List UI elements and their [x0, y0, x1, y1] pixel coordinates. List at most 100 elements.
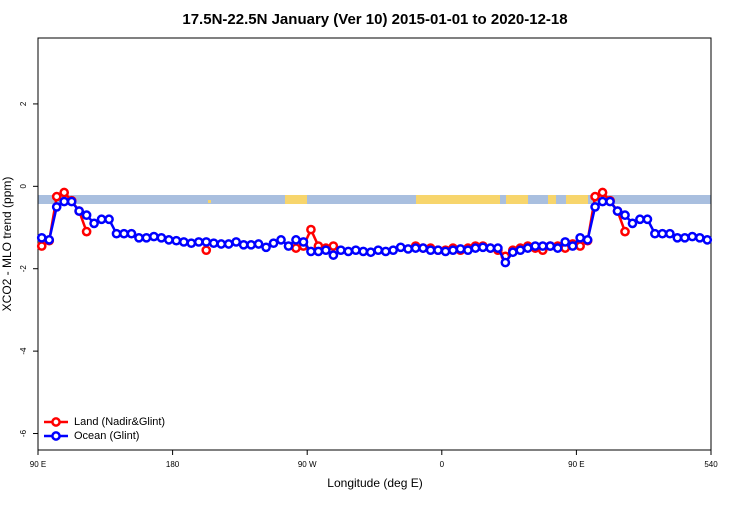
- point: [373, 245, 384, 256]
- point: [156, 232, 167, 243]
- point: [223, 239, 234, 249]
- point: [635, 214, 645, 225]
- point: [164, 235, 174, 245]
- y-tick-label: -2: [19, 265, 28, 273]
- x-tick-label: 180: [166, 460, 180, 469]
- point: [590, 202, 600, 212]
- point: [36, 241, 47, 251]
- point: [306, 224, 316, 235]
- point: [201, 237, 212, 247]
- point: [642, 214, 653, 225]
- y-tick-label: 2: [19, 101, 28, 106]
- point: [336, 245, 346, 256]
- point: [560, 237, 571, 247]
- point: [193, 237, 204, 247]
- point: [567, 241, 578, 251]
- y-tick-label: -6: [19, 429, 28, 437]
- point: [507, 247, 518, 258]
- point: [582, 235, 593, 245]
- point: [186, 238, 197, 249]
- point: [380, 246, 391, 257]
- y-axis-label: XCO2 - MLO trend (ppm): [0, 177, 14, 312]
- point: [522, 243, 533, 253]
- point: [81, 226, 92, 237]
- point: [687, 231, 698, 242]
- point: [141, 232, 152, 243]
- chart-title: 17.5N-22.5N January (Ver 10) 2015-01-01 …: [182, 11, 567, 28]
- point: [238, 239, 249, 250]
- point: [650, 228, 660, 239]
- point: [283, 241, 294, 251]
- point: [298, 237, 309, 247]
- point: [268, 238, 279, 249]
- point: [433, 245, 443, 256]
- point: [96, 214, 107, 225]
- point: [425, 245, 436, 256]
- y-tick-label: 0: [19, 184, 28, 189]
- point: [493, 243, 503, 253]
- point: [537, 241, 548, 251]
- point: [328, 250, 339, 260]
- point: [291, 235, 301, 245]
- point: [171, 235, 182, 246]
- point: [358, 246, 369, 257]
- point: [612, 206, 623, 216]
- point: [291, 243, 301, 253]
- point: [448, 245, 458, 256]
- point: [253, 239, 264, 249]
- legend-label: Ocean (Glint): [74, 430, 139, 442]
- point: [403, 244, 413, 254]
- point: [59, 196, 70, 207]
- legend-label: Land (Nadir&Glint): [74, 416, 165, 428]
- point: [126, 228, 137, 239]
- legend-marker: [51, 417, 61, 427]
- point: [575, 241, 585, 251]
- x-tick-label: 90 E: [568, 460, 584, 469]
- x-tick-label: 90 E: [30, 460, 46, 469]
- point: [208, 238, 219, 249]
- point: [104, 214, 114, 225]
- point: [485, 243, 496, 253]
- point: [74, 206, 84, 216]
- point: [365, 247, 376, 258]
- point: [500, 257, 511, 268]
- point: [36, 232, 47, 243]
- point: [343, 246, 354, 257]
- point: [59, 187, 70, 198]
- x-tick-label: 0: [440, 460, 445, 469]
- x-tick-label: 540: [704, 460, 718, 469]
- point: [620, 210, 630, 221]
- point: [597, 187, 608, 198]
- point: [418, 243, 428, 253]
- point: [350, 245, 361, 256]
- point: [597, 196, 608, 207]
- point: [694, 232, 705, 243]
- point: [111, 228, 122, 239]
- point: [590, 191, 600, 202]
- point: [665, 228, 675, 239]
- point: [679, 232, 690, 243]
- point: [201, 245, 212, 256]
- plot-frame: [37, 37, 712, 451]
- point: [276, 235, 286, 245]
- point: [410, 243, 421, 253]
- land-mask: [38, 195, 711, 204]
- point: [261, 242, 271, 253]
- point: [605, 196, 615, 207]
- point: [328, 241, 339, 251]
- point: [44, 235, 55, 245]
- point: [89, 218, 99, 229]
- point: [306, 246, 316, 257]
- point: [530, 241, 541, 251]
- point: [552, 243, 563, 253]
- point: [657, 228, 668, 239]
- point: [313, 246, 324, 257]
- point: [66, 196, 77, 207]
- point: [216, 239, 227, 249]
- point: [627, 218, 638, 229]
- point: [440, 246, 451, 257]
- point: [51, 191, 62, 202]
- point: [515, 245, 526, 256]
- point: [463, 245, 473, 256]
